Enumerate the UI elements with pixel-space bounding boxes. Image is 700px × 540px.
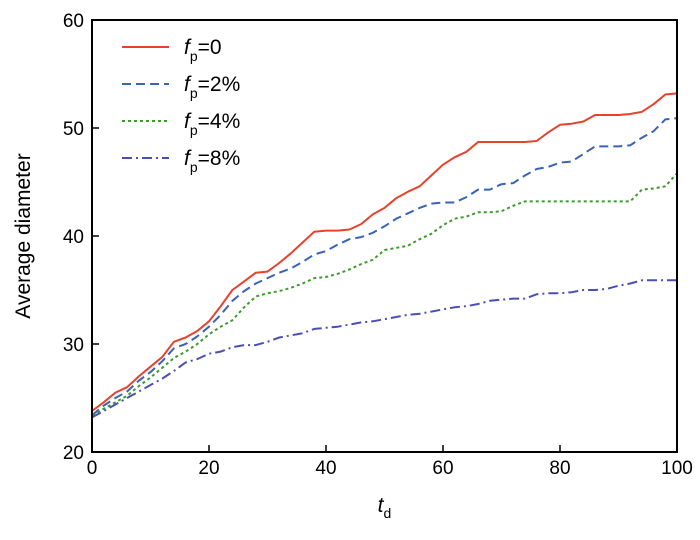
legend-symbol: f (184, 36, 192, 59)
y-tick-label: 40 (63, 227, 84, 248)
legend-entry-2: fp=2% (184, 73, 240, 101)
legend-value: =2% (198, 73, 241, 96)
legend-subscript: p (190, 122, 198, 138)
series-line-2 (91, 117, 678, 417)
legend-symbol: f (184, 110, 192, 133)
legend-subscript: p (190, 159, 198, 175)
x-axis-label-subscript: d (384, 505, 392, 521)
y-tick-label: 30 (63, 335, 84, 356)
series-line-1 (91, 92, 678, 412)
x-tick-label: 20 (198, 458, 219, 479)
y-tick-label: 60 (63, 11, 84, 32)
series-line-3 (91, 172, 678, 417)
legend: fp=0fp=2%fp=4%fp=8% (122, 36, 240, 175)
x-tick-label: 60 (432, 458, 453, 479)
series-line-4 (91, 279, 677, 419)
x-tick-label: 40 (315, 458, 336, 479)
legend-symbol: f (184, 147, 192, 170)
legend-value: =4% (198, 110, 241, 133)
legend-entry-4: fp=8% (184, 147, 240, 175)
legend-value: =8% (198, 147, 241, 170)
y-axis-label: Average diameter (12, 153, 35, 318)
legend-entry-1: fp=0 (184, 36, 222, 64)
series-layer (91, 92, 678, 419)
legend-value: =0 (198, 36, 222, 59)
x-axis-label-main: t (378, 494, 385, 517)
y-tick-label: 50 (63, 119, 84, 140)
plot-frame (91, 19, 678, 453)
legend-entry-3: fp=4% (184, 110, 240, 138)
legend-symbol: f (184, 73, 192, 96)
x-tick-label: 0 (87, 458, 98, 479)
y-tick-label: 20 (63, 443, 84, 464)
legend-subscript: p (190, 85, 198, 101)
x-tick-label: 80 (549, 458, 570, 479)
x-tick-label: 100 (661, 458, 693, 479)
legend-subscript: p (190, 48, 198, 64)
x-axis-label: td (378, 494, 392, 521)
